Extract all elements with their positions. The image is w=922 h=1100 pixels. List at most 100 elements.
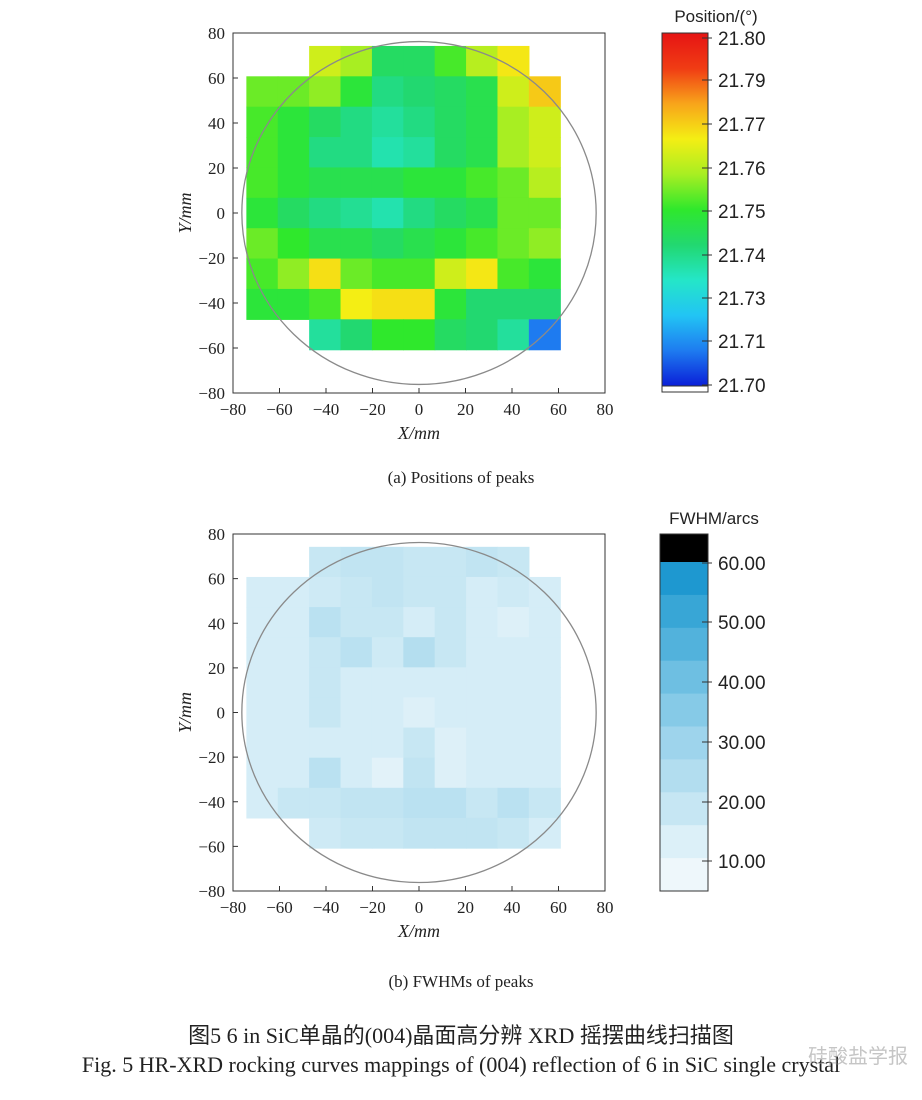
heatmap-cell bbox=[497, 757, 530, 789]
heatmap-cell bbox=[497, 817, 530, 849]
heatmap-cell bbox=[497, 697, 530, 729]
heatmap-cell bbox=[277, 787, 310, 819]
heatmap-cell bbox=[434, 45, 467, 77]
heatmap-cell bbox=[371, 167, 404, 199]
x-axis-label: X/mm bbox=[397, 423, 440, 443]
colorbar-end-cap bbox=[661, 385, 709, 393]
heatmap-cell bbox=[309, 137, 342, 169]
heatmap-cell bbox=[434, 787, 467, 819]
heatmap-cell bbox=[466, 787, 499, 819]
heatmap-cell bbox=[528, 817, 561, 849]
heatmap-cell bbox=[434, 697, 467, 729]
heatmap-cell bbox=[371, 137, 404, 169]
heatmap-cell bbox=[497, 319, 530, 351]
heatmap-cell bbox=[403, 697, 436, 729]
heatmap-cell bbox=[466, 228, 499, 260]
heatmap-cell bbox=[277, 697, 310, 729]
heatmap-cell bbox=[403, 576, 436, 608]
heatmap-cell bbox=[246, 727, 279, 759]
heatmap-cell bbox=[434, 228, 467, 260]
heatmap-cell bbox=[277, 106, 310, 138]
x-tick-label: 20 bbox=[457, 400, 474, 419]
heatmap-cell bbox=[466, 258, 499, 290]
heatmap-cell bbox=[403, 45, 436, 77]
heatmap-cell bbox=[246, 167, 279, 199]
x-tick-label: 80 bbox=[597, 898, 614, 917]
x-tick-label: 20 bbox=[457, 898, 474, 917]
heatmap-cell bbox=[434, 106, 467, 138]
y-tick-label: −80 bbox=[198, 882, 225, 901]
heatmap-cell bbox=[277, 228, 310, 260]
heatmap-cell bbox=[340, 258, 373, 290]
heatmap-cell bbox=[309, 288, 342, 320]
heatmap-cell bbox=[309, 697, 342, 729]
heatmap-cell bbox=[528, 106, 561, 138]
heatmap-cell bbox=[403, 319, 436, 351]
x-tick-label: −40 bbox=[313, 898, 340, 917]
x-tick-label: 60 bbox=[550, 400, 567, 419]
heatmap-cell bbox=[497, 76, 530, 108]
heatmap-cell bbox=[340, 697, 373, 729]
heatmap-cell bbox=[466, 637, 499, 668]
x-tick-label: 60 bbox=[550, 898, 567, 917]
heatmap-cell bbox=[528, 258, 561, 290]
heatmap-cell bbox=[340, 787, 373, 819]
heatmap-cell bbox=[403, 137, 436, 169]
heatmap-cell bbox=[434, 167, 467, 199]
heatmap-panel-a: −80 −60 −40 −20 0 20 40 60 80806040200−20−40−60−… bbox=[175, 7, 766, 443]
x-tick-label: 80 bbox=[597, 400, 614, 419]
heatmap-cell bbox=[277, 637, 310, 668]
heatmap-cell bbox=[340, 637, 373, 668]
wafer-outline bbox=[241, 40, 597, 386]
colorbar-tick-label: 21.74 bbox=[718, 246, 766, 267]
heatmap-cell bbox=[340, 817, 373, 849]
heatmap-cell bbox=[340, 167, 373, 199]
heatmap-cell bbox=[466, 45, 499, 77]
heatmap-cell bbox=[403, 727, 436, 759]
y-tick-label: 40 bbox=[208, 114, 225, 133]
heatmap-cell bbox=[497, 228, 530, 260]
heatmap-cell bbox=[403, 106, 436, 138]
heatmap-cell bbox=[371, 288, 404, 320]
heatmap-cell bbox=[277, 727, 310, 759]
heatmap-cell bbox=[277, 288, 310, 320]
heatmap-panel-b: −80 −60 −40 −20 0 20 40 60 80806040200−20−40−60−… bbox=[175, 509, 766, 941]
heatmap-cell bbox=[434, 546, 467, 578]
colorbar-tick-label: 10.00 bbox=[718, 852, 766, 873]
heatmap-cell bbox=[466, 757, 499, 789]
heatmap-cell bbox=[466, 167, 499, 199]
y-tick-label: 80 bbox=[208, 525, 225, 544]
heatmap-cell bbox=[246, 76, 279, 108]
heatmap-cell bbox=[309, 817, 342, 849]
colorbar-tick-label: 21.70 bbox=[718, 376, 766, 397]
heatmap-cell bbox=[466, 607, 499, 638]
heatmap-cell bbox=[497, 106, 530, 138]
heatmap-cell bbox=[403, 258, 436, 290]
heatmap-cell bbox=[466, 727, 499, 759]
heatmap-cell bbox=[246, 197, 279, 229]
heatmap-cell bbox=[309, 576, 342, 608]
y-tick-label: −40 bbox=[198, 294, 225, 313]
colorbar-block bbox=[660, 726, 708, 760]
colorbar-tick-label: 60.00 bbox=[718, 554, 766, 575]
heatmap-cell bbox=[309, 76, 342, 108]
heatmap-cell bbox=[246, 637, 279, 668]
heatmap-cell bbox=[434, 576, 467, 608]
colorbar-frame bbox=[659, 533, 709, 892]
heatmap-cell bbox=[528, 697, 561, 729]
heatmap-cell bbox=[497, 288, 530, 320]
colorbar-tick-label: 21.79 bbox=[718, 71, 766, 92]
heatmap-cell bbox=[340, 727, 373, 759]
heatmap-cell bbox=[371, 757, 404, 789]
colorbar-tick-label: 30.00 bbox=[718, 733, 766, 754]
heatmap-cell bbox=[340, 228, 373, 260]
colorbar: Position/(°) 21.80 21.79 21.77 21.76 21.75 21.… bbox=[661, 7, 766, 397]
heatmap-cell bbox=[528, 167, 561, 199]
x-tick-label: −40 bbox=[313, 400, 340, 419]
y-axis-label: Y/mm bbox=[175, 692, 195, 733]
heatmap-cell bbox=[528, 787, 561, 819]
heatmap-cell bbox=[340, 288, 373, 320]
x-tick-label: 0 bbox=[415, 400, 424, 419]
colorbar-block bbox=[660, 759, 708, 793]
